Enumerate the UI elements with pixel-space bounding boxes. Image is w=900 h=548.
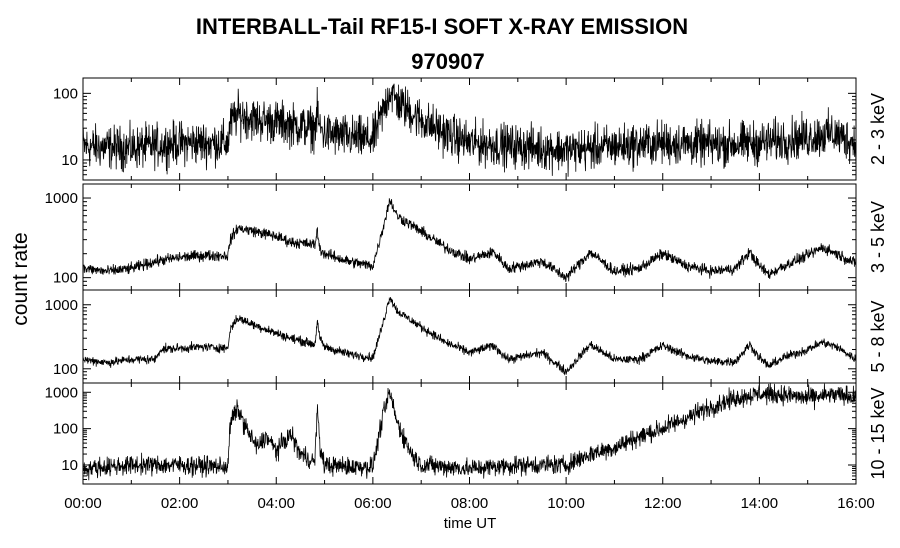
panel-frame xyxy=(82,289,857,384)
y-axis-label: count rate xyxy=(9,232,32,325)
series-label: 5 - 8 keV xyxy=(868,300,888,372)
series-line xyxy=(82,383,857,481)
x-tick-label: 00:00 xyxy=(64,495,102,512)
panel-4: 10 100 1000 10 - 15 keV xyxy=(45,382,888,485)
panel-1: 10 100 2 - 3 keV xyxy=(53,77,888,181)
x-tick-label: 14:00 xyxy=(741,495,779,512)
y-tick-label: 100 xyxy=(53,85,78,102)
x-tick-label: 02:00 xyxy=(161,495,199,512)
series-label: 10 - 15 keV xyxy=(868,387,888,479)
chart-subtitle: 970907 xyxy=(411,49,484,74)
y-tick-label: 1000 xyxy=(45,297,78,314)
y-tick-label: 1000 xyxy=(45,384,78,401)
y-minor-ticks xyxy=(83,201,856,286)
series-line xyxy=(82,83,857,177)
panel-frame xyxy=(82,183,857,291)
panel-2: 100 1000 3 - 5 keV xyxy=(45,183,888,291)
x-axis: 00:00 02:00 04:00 06:00 08:00 10:00 12:00 14:00… xyxy=(64,495,875,512)
x-tick-label: 04:00 xyxy=(257,495,295,512)
y-tick-label: 100 xyxy=(53,270,78,287)
y-tick-label: 10 xyxy=(61,152,78,169)
y-minor-ticks xyxy=(83,95,856,176)
x-tick-label: 08:00 xyxy=(451,495,489,512)
y-tick-label: 100 xyxy=(53,421,78,438)
x-axis-label: time UT xyxy=(444,515,497,532)
x-tick-label: 10:00 xyxy=(547,495,585,512)
series-label: 2 - 3 keV xyxy=(868,93,888,165)
panels: 10 100 2 - 3 keV 100 1000 3 - 5 keV 100 1000 5 -… xyxy=(45,77,888,485)
y-tick-label: 1000 xyxy=(45,190,78,207)
y-tick-label: 100 xyxy=(53,361,78,378)
x-tick-label: 12:00 xyxy=(644,495,682,512)
x-tick-label: 16:00 xyxy=(837,495,875,512)
y-minor-ticks xyxy=(83,307,856,380)
series-label: 3 - 5 keV xyxy=(868,201,888,273)
x-tick-label: 06:00 xyxy=(354,495,392,512)
y-tick-label: 10 xyxy=(61,457,78,474)
series-line xyxy=(82,296,857,376)
chart-title: INTERBALL-Tail RF15-I SOFT X-RAY EMISSIO… xyxy=(196,14,688,39)
series-line xyxy=(82,198,857,283)
panel-3: 100 1000 5 - 8 keV xyxy=(45,289,888,384)
